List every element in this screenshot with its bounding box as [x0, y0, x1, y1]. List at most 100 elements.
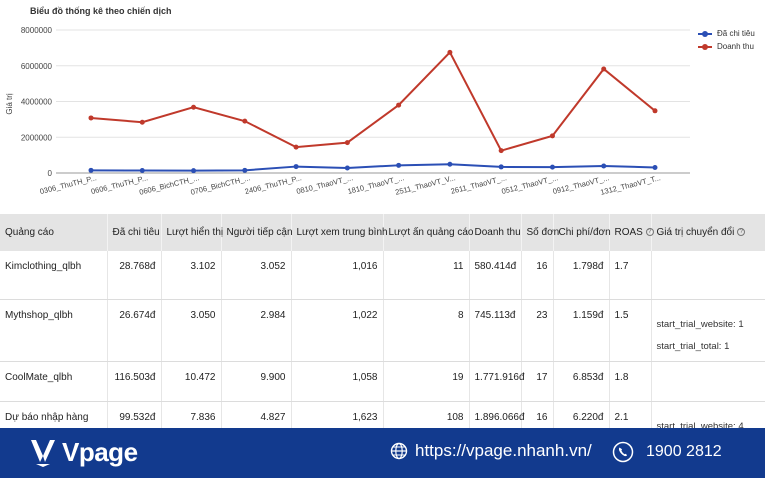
data-point-revenue: [396, 102, 402, 108]
cell-avg-views: 1,016: [291, 251, 384, 300]
data-point-spent: [293, 164, 299, 170]
data-point-spent: [242, 167, 248, 173]
data-point-spent: [652, 164, 658, 170]
cell-spent: 26.674đ: [107, 299, 162, 362]
data-point-spent: [601, 163, 607, 169]
data-point-revenue: [344, 140, 350, 146]
header-impressions[interactable]: Lượt hiển thị: [161, 214, 223, 251]
footer-banner: Vpage https://vpage.nhanh.vn/ 1900 2812: [0, 428, 765, 478]
table-header-row: Quảng cáo Đã chi tiêu Lượt hiển thị Ngườ…: [0, 214, 765, 251]
cell-orders: 16: [521, 251, 554, 300]
cell-ad: Mythshop_qlbh: [0, 299, 108, 362]
y-tick-label: 6000000: [21, 62, 53, 71]
cell-roas: 1.5: [609, 299, 652, 362]
cell-spent: 99.532đ: [107, 401, 162, 428]
header-ad-clicks[interactable]: Lượt ấn quảng cáo: [383, 214, 473, 251]
cell-spent: 116.503đ: [107, 361, 162, 402]
header-conversion[interactable]: Giá trị chuyển đổi?: [651, 214, 765, 251]
chart-title: Biểu đồ thống kê theo chiến dịch: [30, 6, 172, 16]
help-icon[interactable]: ?: [737, 228, 746, 237]
cell-reach: 4.827: [221, 401, 292, 428]
cell-avg-views: 1,058: [291, 361, 384, 402]
legend-item-revenue[interactable]: Doanh thu: [698, 42, 754, 51]
vpage-logo-icon: [31, 440, 55, 467]
legend-label-revenue: Doanh thu: [717, 42, 754, 51]
cell-orders: 23: [521, 299, 554, 362]
header-conversion-label: Giá trị chuyển đổi: [656, 227, 735, 238]
cell-reach: 3.052: [221, 251, 292, 300]
cell-cost-per-order: 6.220đ: [553, 401, 610, 428]
cell-revenue: 745.113đ: [469, 299, 522, 362]
cell-conversion: start_trial_website: 1 start_trial_total:…: [651, 299, 765, 362]
help-icon[interactable]: ?: [645, 228, 654, 237]
header-roas-label: ROAS: [614, 227, 643, 238]
cell-revenue: 580.414đ: [469, 251, 522, 300]
website-url: https://vpage.nhanh.vn/: [415, 441, 592, 460]
table-row[interactable]: Dự báo nhập hàng 99.532đ 7.836 4.827 1,623 10…: [0, 401, 765, 428]
cell-impressions: 3.050: [161, 299, 222, 362]
data-point-revenue: [191, 104, 197, 110]
data-point-revenue: [549, 133, 555, 139]
y-tick-label: 8000000: [21, 26, 53, 35]
data-point-revenue: [293, 144, 299, 150]
data-point-revenue: [652, 108, 658, 114]
data-point-revenue: [601, 66, 607, 72]
legend-item-spent[interactable]: Đã chi tiêu: [698, 29, 755, 38]
y-axis-title: Giá trị: [5, 93, 14, 115]
data-point-revenue: [498, 148, 504, 154]
website-link[interactable]: https://vpage.nhanh.vn/: [390, 441, 592, 461]
cell-ad-clicks: 108: [383, 401, 470, 428]
cell-avg-views: 1,022: [291, 299, 384, 362]
cell-roas: 1.8: [609, 361, 652, 402]
cell-conversion: start_trial_website: 4start_trial_total:…: [651, 401, 765, 428]
cell-ad-clicks: 19: [383, 361, 470, 402]
table-row[interactable]: Kimclothing_qlbh 28.768đ 3.102 3.052 1,016 11…: [0, 251, 765, 300]
conversion-value: start_trial_total: 1: [656, 340, 730, 352]
table-row[interactable]: CoolMate_qlbh 116.503đ 10.472 9.900 1,058 19 1…: [0, 361, 765, 402]
table-row[interactable]: Mythshop_qlbh 26.674đ 3.050 2.984 1,022 8 745.…: [0, 299, 765, 362]
conversion-value: start_trial_website: 4: [656, 420, 744, 429]
campaign-table-panel: Quảng cáo Đã chi tiêu Lượt hiển thị Ngườ…: [0, 214, 765, 428]
cell-orders: 16: [521, 401, 554, 428]
data-point-spent: [139, 167, 145, 173]
data-point-revenue: [139, 119, 145, 125]
cell-conversion: [651, 251, 765, 300]
header-ad[interactable]: Quảng cáo: [0, 214, 108, 251]
cell-impressions: 7.836: [161, 401, 222, 428]
header-avg-views[interactable]: Lượt xem trung bình: [291, 214, 388, 251]
data-point-spent: [191, 168, 197, 174]
cell-reach: 9.900: [221, 361, 292, 402]
header-spent[interactable]: Đã chi tiêu: [107, 214, 162, 251]
header-orders[interactable]: Số đơn: [521, 214, 559, 251]
header-revenue[interactable]: Doanh thu: [469, 214, 522, 251]
cell-reach: 2.984: [221, 299, 292, 362]
header-reach[interactable]: Người tiếp cận: [221, 214, 293, 251]
data-point-spent: [549, 164, 555, 170]
cell-roas: 2.1: [609, 401, 652, 428]
brand-name: Vpage: [62, 436, 138, 467]
x-tick-label: 0706_BichCTH_...: [190, 173, 252, 197]
brand-logo[interactable]: Vpage: [28, 436, 138, 468]
data-point-spent: [447, 161, 453, 167]
cell-cost-per-order: 1.159đ: [553, 299, 610, 362]
header-roas[interactable]: ROAS?: [609, 214, 654, 251]
header-cost-per-order[interactable]: Chi phí/đơn: [553, 214, 611, 251]
data-point-revenue: [447, 49, 453, 55]
data-point-spent: [498, 164, 504, 170]
data-point-spent: [344, 165, 350, 171]
cell-spent: 28.768đ: [107, 251, 162, 300]
y-tick-label: 0: [48, 169, 53, 178]
series-line-spent: [90, 163, 656, 172]
cell-revenue: 1.771.916đ: [469, 361, 525, 402]
phone-icon: [612, 441, 634, 463]
y-tick-label: 2000000: [21, 133, 53, 142]
campaign-chart-panel: Biểu đồ thống kê theo chiến dịch 0 200000…: [0, 0, 765, 214]
x-tick-label: 2611_ThaoVT_...: [450, 173, 508, 196]
cell-ad-clicks: 11: [383, 251, 470, 300]
data-point-revenue: [242, 118, 248, 124]
hotline[interactable]: 1900 2812: [612, 441, 722, 463]
x-tick-label: 2406_ThuTH_P...: [244, 173, 303, 196]
cell-roas: 1.7: [609, 251, 652, 300]
cell-conversion: [651, 361, 765, 402]
